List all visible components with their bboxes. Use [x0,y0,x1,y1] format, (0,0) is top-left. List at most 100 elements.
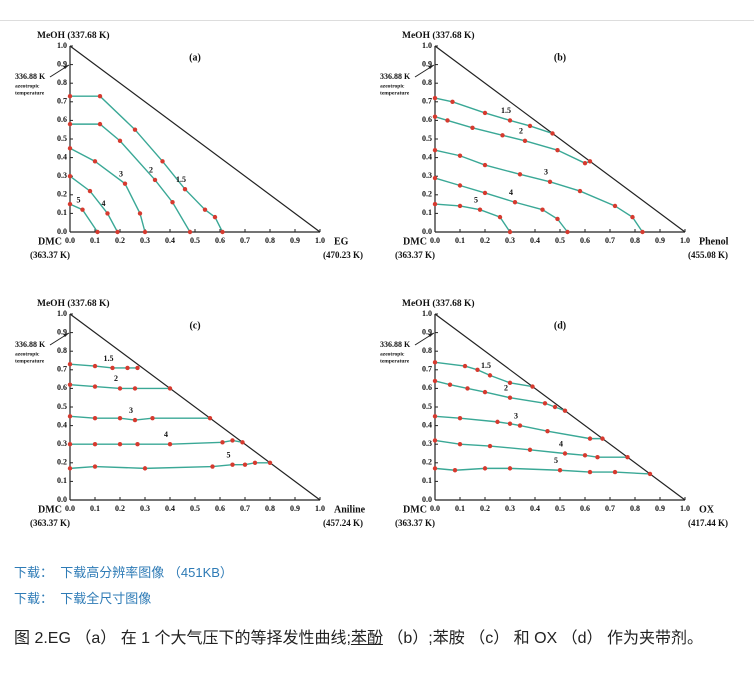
arrow-head [63,65,69,69]
data-point [142,466,148,471]
y-tick-label: 0.9 [57,59,67,68]
data-point [522,138,528,144]
data-point [137,211,143,216]
data-point [482,389,488,395]
data-point [117,442,123,447]
y-tick-label: 0.3 [57,171,67,180]
data-point [240,440,245,445]
y-axis-label: MeOH (337.68 K) [402,30,475,41]
data-point [577,188,583,194]
y-tick-label: 0.6 [57,383,67,392]
data-point [432,378,438,384]
series-label: 1.5 [104,354,114,363]
series-label: 4 [102,199,106,208]
data-point [555,216,560,222]
x-tick-label: 0.8 [265,236,275,245]
data-point [432,147,438,153]
data-point [105,211,110,216]
data-point [92,464,98,469]
x-tick-label: 0.9 [290,236,300,245]
origin-sub: (363.37 K) [30,250,70,260]
x-tick-label: 0.0 [65,236,75,245]
data-point [67,382,73,387]
data-point [507,466,513,471]
caption-link[interactable]: 苯酚 [350,630,383,647]
x-tick-label: 1.0 [315,504,325,513]
x-tick-label: 0.4 [165,504,175,513]
y-tick-label: 1.0 [57,309,67,318]
series-label: 2 [519,127,523,136]
data-point [207,415,213,421]
data-point [482,110,488,116]
link-label: 下载： [14,591,54,606]
data-point [92,415,98,421]
series-label: 1.5 [176,175,186,184]
data-point [470,125,475,131]
download-link[interactable]: 下载高分辨率图像 [60,565,165,580]
data-point [92,363,98,369]
data-point [432,466,438,471]
y-tick-label: 1.0 [57,41,67,50]
data-point [552,404,558,410]
data-point [465,386,470,391]
download-link[interactable]: 下载全尺寸图像 [60,591,152,606]
data-point [87,188,93,194]
x-tick-label: 0.1 [90,504,100,513]
curve [69,175,119,233]
data-point [132,417,138,423]
data-point [555,147,560,153]
y-tick-label: 0.2 [422,190,432,199]
y-axis-label: MeOH (337.68 K) [402,298,475,309]
data-point [117,386,123,391]
data-point [67,121,73,127]
data-point [647,471,653,477]
y-tick-label: 0.8 [57,346,67,355]
x-axis-sub: (470.23 K) [323,250,363,260]
data-point [457,415,463,421]
x-tick-label: 0.4 [165,236,175,245]
data-point [497,214,503,220]
data-point [167,442,173,447]
data-point [582,453,588,458]
data-point [587,159,593,164]
y-tick-label: 0.3 [422,439,432,448]
data-point [612,469,618,475]
annotation: temperature [15,358,45,364]
data-point [115,229,120,235]
data-point [500,133,505,138]
x-tick-label: 0.7 [240,504,250,513]
x-tick-label: 0.2 [480,236,490,245]
link-label: 下载： [14,565,54,580]
curve [69,415,210,421]
data-point [97,121,103,127]
arrow-head [428,333,434,337]
y-tick-label: 0.1 [57,208,67,217]
annotation: azeotropic [15,83,40,89]
x-tick-label: 0.5 [190,236,200,245]
series-label: 4 [164,430,168,439]
data-point [507,395,513,400]
x-tick-label: 0.3 [505,236,515,245]
x-tick-label: 0.6 [580,504,590,513]
y-tick-label: 0.4 [422,152,432,161]
data-point [565,229,570,235]
annotation: temperature [380,90,410,96]
data-point [530,384,535,389]
curve [434,97,553,135]
x-tick-label: 0.2 [115,236,125,245]
y-tick-label: 0.3 [57,439,67,448]
data-point [432,438,438,443]
y-tick-label: 0.5 [422,134,432,143]
data-point [507,229,513,235]
x-tick-label: 0.6 [215,504,225,513]
x-tick-label: 0.3 [140,236,150,245]
x-axis-label: EG [334,236,349,247]
y-tick-label: 0.6 [422,115,432,124]
data-point [457,203,463,209]
boundary [69,313,321,501]
series-label: 3 [544,168,548,177]
data-point [562,408,568,413]
data-point [507,118,513,123]
y-tick-label: 0.2 [57,190,67,199]
origin-label: DMC [403,236,427,247]
